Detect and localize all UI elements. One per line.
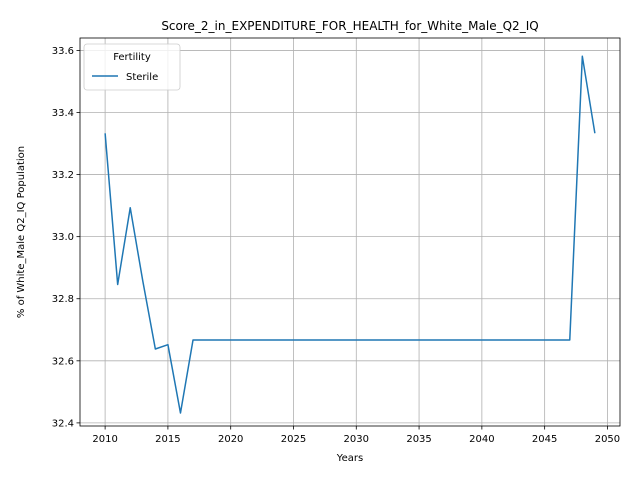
- series-layer: [104, 55, 596, 414]
- x-tick-label: 2025: [281, 434, 306, 445]
- x-tick-label: 2050: [595, 434, 620, 445]
- x-tick-label: 2035: [406, 434, 431, 445]
- x-axis-ticks: 2010 2015 2020 2025 2030 2035 2040 2045 2050: [92, 426, 620, 445]
- y-tick-label: 32.6: [52, 356, 74, 367]
- y-tick-label: 33.2: [52, 170, 74, 181]
- y-axis-ticks: 32.4 32.6 32.8 33.0 33.2 33.4 33.6: [52, 46, 80, 429]
- x-tick-label: 2030: [344, 434, 369, 445]
- x-tick-label: 2015: [155, 434, 180, 445]
- chart-title: Score_2_in_EXPENDITURE_FOR_HEALTH_for_Wh…: [161, 19, 538, 33]
- y-tick-label: 32.4: [52, 418, 74, 429]
- series-line-sterile: [104, 55, 596, 414]
- x-tick-label: 2040: [469, 434, 494, 445]
- legend-title: Fertility: [113, 52, 151, 63]
- x-axis-label: Years: [336, 453, 363, 464]
- legend: Fertility Sterile: [83, 43, 181, 91]
- x-tick-label: 2020: [218, 434, 243, 445]
- x-tick-label: 2010: [92, 434, 117, 445]
- y-tick-label: 33.0: [52, 232, 74, 243]
- plot-frame: [79, 37, 621, 427]
- y-tick-label: 33.4: [52, 108, 74, 119]
- y-axis-label: % of White_Male Q2_IQ Population: [16, 146, 27, 318]
- x-tick-label: 2045: [532, 434, 557, 445]
- grid: [80, 38, 620, 426]
- legend-box: [83, 43, 181, 91]
- legend-entry-sterile: Sterile: [126, 72, 158, 83]
- y-tick-label: 32.8: [52, 294, 74, 305]
- y-tick-label: 33.6: [52, 46, 74, 57]
